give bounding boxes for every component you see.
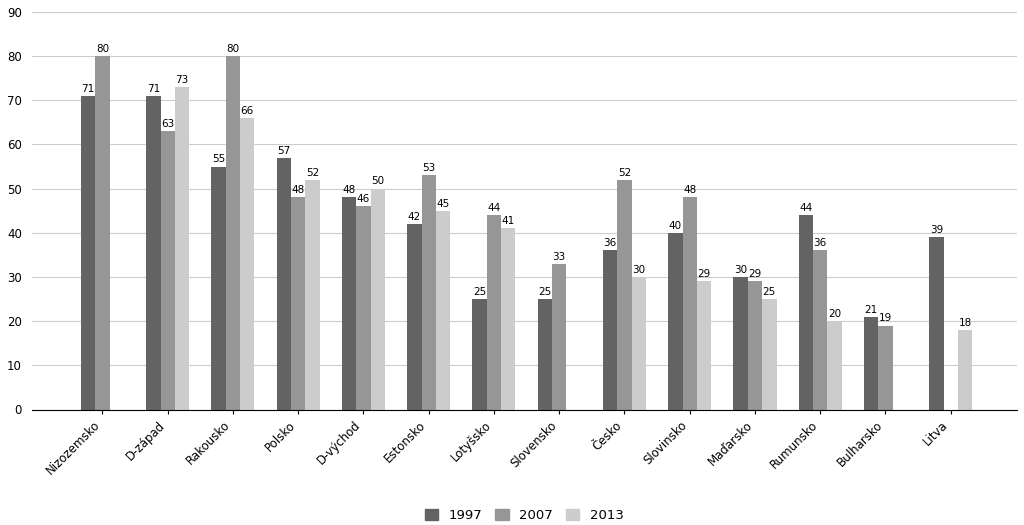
Text: 80: 80 [96,44,109,54]
Text: 45: 45 [436,198,450,208]
Bar [95,56,110,410]
Text: 40: 40 [669,220,682,230]
Text: 25: 25 [473,287,486,297]
Bar [827,321,842,410]
Text: 73: 73 [175,75,188,85]
Text: 42: 42 [408,212,421,222]
Bar [356,206,371,410]
Bar [799,215,813,410]
Text: 52: 52 [617,167,631,177]
Bar [486,215,501,410]
Bar [81,96,95,410]
Text: 36: 36 [814,238,826,248]
Text: 29: 29 [749,269,762,279]
Text: 25: 25 [539,287,552,297]
Bar [161,131,175,410]
Text: 29: 29 [697,269,711,279]
Text: 25: 25 [763,287,776,297]
Bar [632,277,646,410]
Text: 39: 39 [930,225,943,235]
Text: 71: 71 [146,83,160,93]
Bar [305,180,319,410]
Text: 44: 44 [487,203,501,213]
Text: 48: 48 [683,185,696,195]
Text: 20: 20 [828,309,841,319]
Bar [697,281,712,410]
Bar [813,250,827,410]
Bar [552,264,566,410]
Text: 71: 71 [82,83,94,93]
Bar [175,87,189,410]
Bar [538,299,552,410]
Bar [436,211,451,410]
Text: 18: 18 [958,318,972,328]
Text: 30: 30 [734,265,748,275]
Text: 57: 57 [278,145,291,155]
Bar [748,281,762,410]
Text: 19: 19 [879,313,892,323]
Bar [603,250,617,410]
Bar [864,317,879,410]
Text: 36: 36 [603,238,616,248]
Bar [762,299,776,410]
Bar [291,197,305,410]
Text: 44: 44 [800,203,812,213]
Bar [240,118,255,410]
Text: 52: 52 [306,167,319,177]
Bar [146,96,161,410]
Bar [422,175,436,410]
Bar [669,233,683,410]
Bar [211,166,225,410]
Text: 66: 66 [241,106,254,116]
Text: 33: 33 [553,251,566,261]
Text: 30: 30 [632,265,645,275]
Text: 46: 46 [356,194,370,204]
Text: 63: 63 [161,119,174,129]
Text: 80: 80 [226,44,240,54]
Bar [501,228,515,410]
Legend: 1997, 2007, 2013: 1997, 2007, 2013 [420,503,629,525]
Text: 41: 41 [502,216,515,226]
Text: 55: 55 [212,154,225,164]
Text: 48: 48 [292,185,305,195]
Bar [225,56,240,410]
Bar [472,299,486,410]
Bar [683,197,697,410]
Bar [408,224,422,410]
Bar [929,237,943,410]
Bar [276,158,291,410]
Bar [371,188,385,410]
Bar [733,277,748,410]
Text: 48: 48 [342,185,355,195]
Bar [342,197,356,410]
Bar [617,180,632,410]
Text: 21: 21 [864,304,878,314]
Bar [879,326,893,410]
Text: 50: 50 [372,176,384,186]
Bar [957,330,972,410]
Text: 53: 53 [422,163,435,173]
